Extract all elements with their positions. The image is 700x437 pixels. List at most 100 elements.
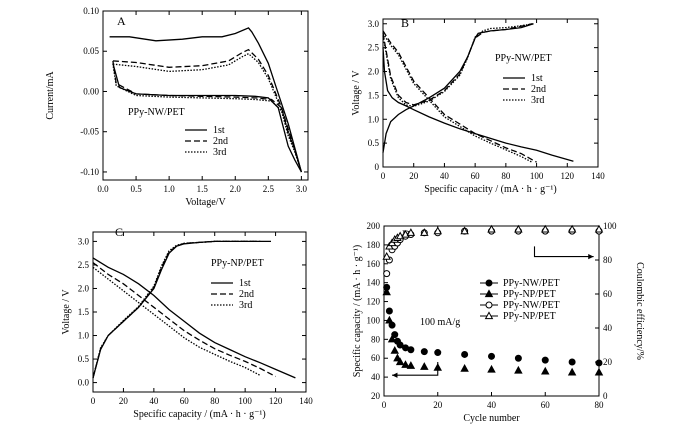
legend-label: PPy-NW/PET — [503, 300, 560, 311]
y-tick-label: 2.5 — [368, 43, 380, 53]
y2-tick-label: 60 — [603, 289, 613, 299]
x-tick-label: 80 — [210, 396, 220, 406]
x-tick-label: 1.0 — [164, 184, 176, 194]
y-tick-label: 140 — [367, 278, 381, 288]
x-tick-label: 0 — [382, 400, 387, 410]
series-charge-line-2nd — [382, 23, 533, 106]
data-point-open-triangle — [514, 224, 523, 233]
data-point-open-triangle — [406, 228, 416, 236]
y-tick-label: 0.5 — [78, 354, 90, 364]
series-charge-line-1st — [382, 23, 534, 153]
legend-label: 1st — [239, 278, 251, 289]
data-point-filled-triangle — [385, 315, 394, 324]
x-tick-label: 120 — [269, 396, 283, 406]
legend-title: PPy-NW/PET — [128, 107, 185, 118]
x-tick-label: 60 — [541, 400, 551, 410]
series-line-1st — [92, 257, 296, 379]
x-tick-label: 0.0 — [97, 184, 109, 194]
panel-letter: C — [115, 225, 123, 239]
y2-tick-label: 20 — [603, 357, 613, 367]
legend-label: 2nd — [213, 136, 228, 147]
y-tick-label: 40 — [371, 372, 381, 382]
x-tick-label: 40 — [440, 171, 450, 181]
y-axis-label: Specific capacity / (mA · h · g⁻¹) — [352, 245, 363, 377]
legend-label: 3rd — [213, 147, 226, 158]
legend-label: 1st — [531, 73, 543, 84]
y-tick-label: 2.0 — [368, 67, 380, 77]
panel-letter: A — [117, 14, 126, 28]
data-point-filled-triangle — [460, 363, 469, 372]
data-point-filled-circle — [595, 359, 603, 367]
legend-title: PPy-NW/PET — [495, 53, 552, 64]
data-point-filled-triangle — [487, 364, 496, 373]
y-tick-label: 3.0 — [368, 19, 380, 29]
y-tick-label: 1.5 — [78, 307, 90, 317]
x-tick-label: 1.5 — [197, 184, 209, 194]
y-tick-label: 0 — [375, 162, 380, 172]
legend-marker — [484, 311, 494, 320]
y-tick-label: 1.5 — [368, 90, 380, 100]
legend-label: PPy-NP/PET — [503, 311, 556, 322]
data-point-filled-circle — [396, 341, 404, 349]
data-point-filled-triangle — [594, 367, 604, 376]
data-point-filled-circle — [568, 358, 576, 366]
y-tick-label: 2.5 — [78, 260, 90, 270]
legend-title: PPy-NP/PET — [211, 258, 264, 269]
data-point-filled-circle — [434, 349, 442, 357]
y-tick-label: 1.0 — [78, 331, 90, 341]
data-point-open-triangle — [487, 224, 496, 233]
right-axis-arrow-head — [588, 253, 594, 260]
x-tick-label: 100 — [530, 171, 544, 181]
y-tick-label: 0.10 — [83, 6, 99, 16]
x-tick-label: 120 — [561, 171, 575, 181]
x-tick-label: 2.0 — [230, 184, 242, 194]
data-point-filled-circle — [488, 352, 495, 360]
x-tick-label: 0 — [381, 171, 386, 181]
x-tick-label: 0 — [91, 396, 96, 406]
y-tick-label: 200 — [367, 221, 381, 231]
data-point-filled-triangle — [514, 365, 523, 374]
series-line-2nd — [92, 262, 276, 378]
x-tick-label: 20 — [409, 171, 419, 181]
data-point-filled-circle — [514, 354, 522, 362]
x-tick-label: 80 — [501, 171, 511, 181]
y-tick-label: 1.0 — [368, 114, 380, 124]
y-axis-label: Current/mA — [45, 71, 56, 120]
y-tick-label: 120 — [367, 297, 381, 307]
data-point-filled-triangle — [390, 346, 399, 354]
x-tick-label: 2.5 — [263, 184, 275, 194]
series-line-1st — [109, 27, 303, 173]
data-point-open-triangle — [382, 251, 391, 260]
rate-annotation: 100 mA/g — [420, 317, 460, 328]
y-tick-label: -0.05 — [80, 127, 99, 137]
series-line-3rd — [112, 52, 303, 173]
panel-letter: B — [401, 16, 409, 30]
data-point-open-triangle — [433, 226, 442, 235]
series-line-3rd — [92, 266, 261, 377]
data-point-filled-circle — [461, 350, 469, 358]
y2-axis-label: Coulombic efficiency/% — [634, 262, 645, 360]
right-axis-arrow — [533, 246, 594, 258]
x-axis-label: Cycle number — [463, 413, 520, 424]
x-axis-label: Specific capacity / (mA · h · g⁻¹) — [424, 184, 556, 195]
y2-tick-label: 0 — [603, 391, 608, 401]
data-point-open-triangle — [594, 224, 604, 233]
y-tick-label: 0.0 — [78, 378, 90, 388]
x-axis-label: Voltage/V — [185, 197, 226, 208]
series-line-2nd — [382, 30, 537, 163]
legend-label: 2nd — [531, 84, 546, 95]
y-tick-label: 0.00 — [83, 86, 99, 96]
data-point-open-triangle — [567, 224, 577, 233]
y2-tick-label: 40 — [603, 323, 613, 333]
series-charge-line-3rd — [382, 23, 534, 108]
series-charge-line-2nd — [92, 240, 261, 379]
legend-label: PPy-NP/PET — [503, 289, 556, 300]
y-tick-label: 100 — [367, 315, 381, 325]
data-point-filled-triangle — [541, 366, 550, 375]
x-tick-label: 40 — [149, 396, 159, 406]
y-axis-label: Voltage / V — [61, 289, 72, 335]
y-tick-label: 60 — [371, 353, 381, 363]
data-point-open-triangle — [420, 228, 429, 236]
y-tick-label: 20 — [371, 391, 381, 401]
data-point-filled-triangle — [420, 362, 429, 370]
